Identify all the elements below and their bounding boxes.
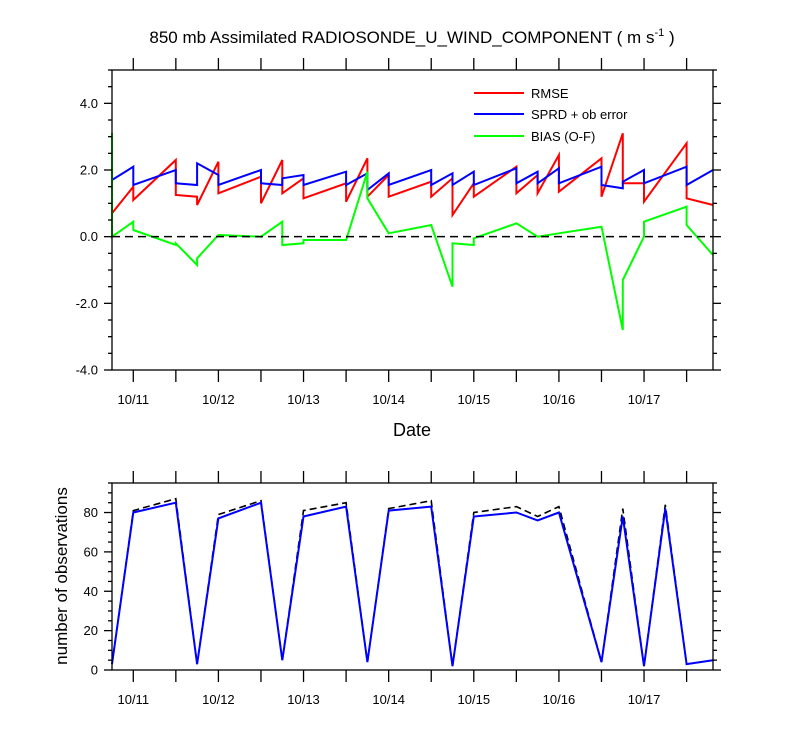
- series-line-bias-o-f: [111, 133, 714, 331]
- x-tick-label: 10/13: [287, 392, 320, 407]
- x-tick-label: 10/15: [458, 392, 491, 407]
- x-axis-label: Date: [393, 420, 431, 440]
- y-tick-label: 40: [84, 584, 98, 599]
- x-tick-label: 10/11: [117, 692, 149, 707]
- y-tick-label: 80: [84, 505, 98, 520]
- x-tick-label: 10/12: [202, 692, 235, 707]
- legend-label: SPRD + ob error: [531, 107, 628, 122]
- y-tick-label: -4.0: [76, 363, 98, 378]
- series-line-sprd-ob-error: [111, 133, 714, 193]
- chart-title-text: 850 mb Assimilated RADIOSONDE_U_WIND_COM…: [149, 28, 654, 47]
- y-tick-label: 20: [84, 623, 98, 638]
- chart-title-closing: ): [664, 28, 674, 47]
- series-line-rmse: [111, 132, 714, 219]
- y-axis-label: number of observations: [52, 487, 71, 665]
- x-tick-label: 10/17: [628, 692, 661, 707]
- x-tick-label: 10/15: [458, 692, 491, 707]
- x-tick-label: 10/13: [287, 692, 320, 707]
- legend-label: RMSE: [531, 86, 569, 101]
- x-tick-label: 10/17: [628, 392, 661, 407]
- series-line-assimilated-observations: [111, 501, 714, 667]
- x-tick-label: 10/16: [543, 392, 576, 407]
- y-tick-label: 2.0: [80, 163, 98, 178]
- x-tick-label: 10/16: [543, 692, 576, 707]
- y-tick-label: -2.0: [76, 296, 98, 311]
- plot-frame: [111, 482, 714, 671]
- y-tick-label: 0: [91, 663, 98, 678]
- x-tick-label: 10/14: [372, 392, 405, 407]
- x-tick-label: 10/14: [372, 692, 405, 707]
- chart-title: 850 mb Assimilated RADIOSONDE_U_WIND_COM…: [149, 27, 674, 47]
- y-tick-label: 0.0: [80, 229, 98, 244]
- y-tick-label: 60: [84, 544, 98, 559]
- y-tick-label: 4.0: [80, 96, 98, 111]
- chart-title-unit-exponent: -1: [654, 27, 664, 39]
- legend-label: BIAS (O-F): [531, 129, 595, 144]
- x-tick-label: 10/11: [117, 392, 149, 407]
- bottom-chart: 10/11 10/12 10/13 10/14 10/15 10/16 10/17 0 20 40…: [52, 471, 721, 707]
- x-tick-label: 10/12: [202, 392, 235, 407]
- top-chart: 10/11 10/12 10/13 10/14 10/15 10/16 10/17 -4.0 -…: [76, 27, 721, 440]
